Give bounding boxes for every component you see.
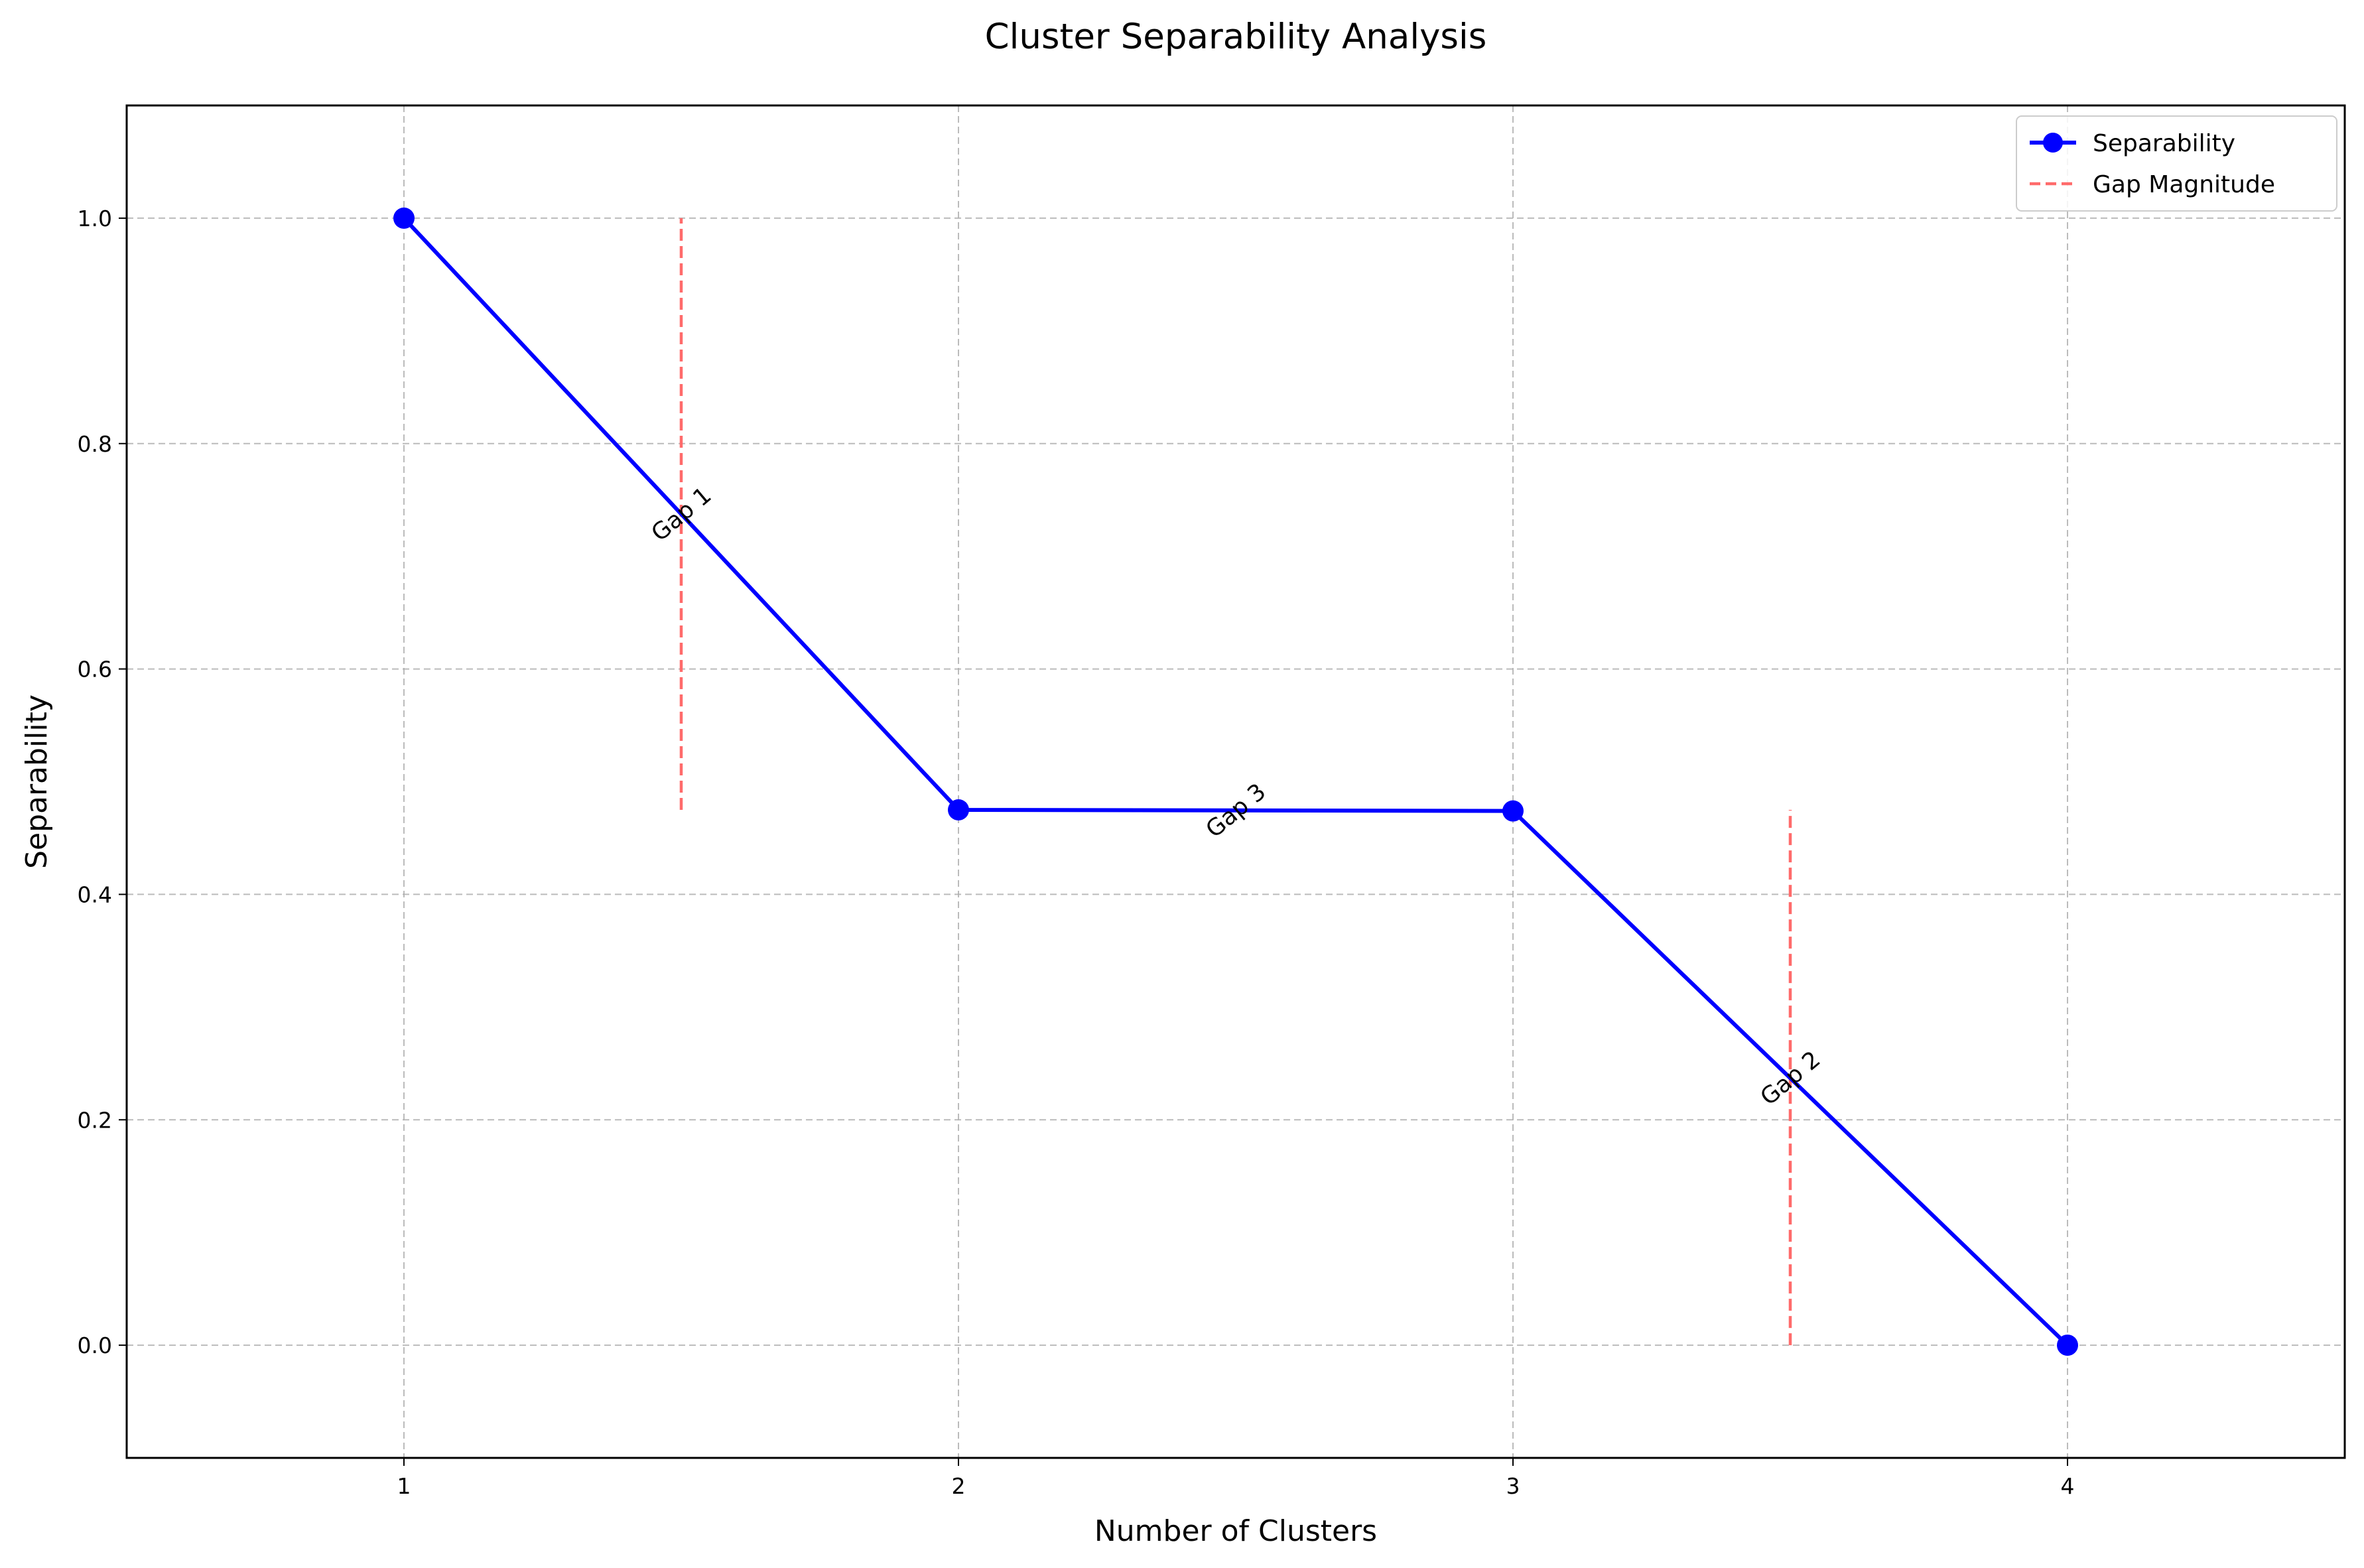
legend-swatch-marker — [2043, 133, 2063, 153]
separability-point — [2057, 1335, 2078, 1356]
y-tick-label: 0.4 — [78, 882, 112, 907]
grid-layer — [127, 105, 2345, 1458]
plot-frame — [125, 104, 2346, 1459]
y-tick-label: 0.8 — [78, 431, 112, 457]
y-tick-label: 0.6 — [78, 657, 112, 683]
series-layer — [393, 207, 2078, 1356]
gap-lines-layer — [679, 218, 1792, 1346]
y-tick-label: 0.2 — [78, 1107, 112, 1133]
separability-point — [1502, 800, 1524, 822]
legend: Separability Gap Magnitude — [2016, 115, 2337, 212]
x-tick-label: 1 — [397, 1473, 411, 1499]
x-axis-label: Number of Clusters — [1094, 1514, 1377, 1548]
separability-point — [948, 799, 969, 820]
separability-point — [393, 207, 415, 229]
chart-title: Cluster Separability Analysis — [985, 17, 1487, 57]
y-axis-label: Separability — [20, 694, 54, 869]
x-tick-label: 2 — [952, 1473, 966, 1499]
x-tick-label: 3 — [1506, 1473, 1520, 1499]
y-tick-label: 0.0 — [78, 1333, 112, 1358]
ticks-layer: 1 2 3 4 0.0 0.2 0.4 0.6 0.8 1.0 — [78, 206, 2075, 1499]
legend-label: Separability — [2093, 130, 2235, 157]
legend-box — [2016, 115, 2337, 212]
separability-line — [402, 216, 2069, 1347]
legend-label: Gap Magnitude — [2093, 171, 2275, 198]
x-tick-label: 4 — [2061, 1473, 2075, 1499]
y-tick-label: 1.0 — [78, 206, 112, 231]
